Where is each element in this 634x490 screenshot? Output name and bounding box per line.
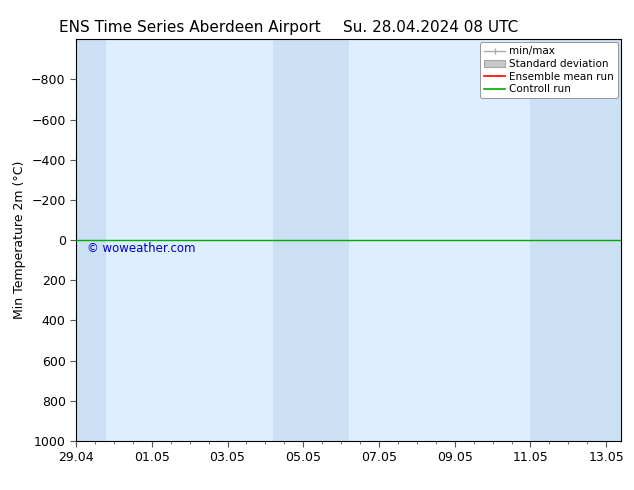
Bar (273, 39, 349, 441)
Y-axis label: Min Temperature 2m (°C): Min Temperature 2m (°C) (13, 161, 25, 319)
Bar (68, 39, 107, 441)
Text: ENS Time Series Aberdeen Airport: ENS Time Series Aberdeen Airport (60, 20, 321, 35)
Legend: min/max, Standard deviation, Ensemble mean run, Controll run: min/max, Standard deviation, Ensemble me… (480, 42, 618, 98)
Text: © woweather.com: © woweather.com (87, 242, 195, 255)
Text: Su. 28.04.2024 08 UTC: Su. 28.04.2024 08 UTC (344, 20, 519, 35)
Bar (531, 39, 629, 441)
